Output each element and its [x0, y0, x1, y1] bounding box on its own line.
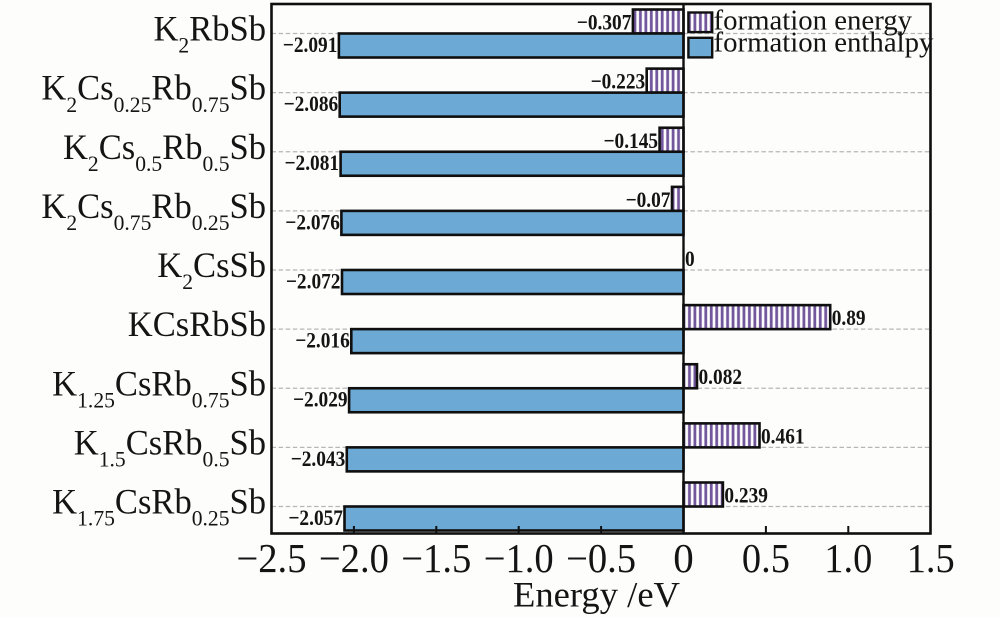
svg-text:formation energy: formation energy	[714, 4, 913, 36]
svg-text:−2.057: −2.057	[288, 507, 343, 530]
svg-text:−1.0: −1.0	[484, 535, 554, 581]
svg-text:−0.145: −0.145	[604, 130, 659, 153]
svg-text:−2.076: −2.076	[285, 211, 340, 234]
svg-text:−2.091: −2.091	[283, 34, 338, 57]
svg-text:−2.029: −2.029	[293, 389, 348, 412]
svg-text:−1.5: −1.5	[401, 535, 471, 581]
svg-text:K2​CsSb: K2​CsSb	[157, 245, 266, 294]
svg-text:0.082: 0.082	[699, 366, 743, 389]
svg-text:−0.307: −0.307	[577, 11, 632, 34]
svg-text:formation enthalpy: formation enthalpy	[714, 27, 935, 59]
svg-text:K2​RbSb: K2​RbSb	[153, 9, 266, 58]
svg-text:K1.25​CsRb0.75​Sb: K1.25​CsRb0.75​Sb	[52, 364, 266, 413]
svg-text:−0.5: −0.5	[566, 535, 636, 581]
svg-text:0.239: 0.239	[724, 484, 768, 507]
svg-text:0: 0	[685, 248, 695, 271]
svg-text:−2.016: −2.016	[295, 329, 350, 352]
svg-text:−0.223: −0.223	[591, 71, 646, 94]
svg-text:−2.0: −2.0	[319, 535, 389, 581]
svg-text:K2​Cs0.5​Rb0.5​Sb: K2​Cs0.5​Rb0.5​Sb	[63, 127, 266, 176]
svg-text:−2.043: −2.043	[291, 448, 346, 471]
svg-text:K2​Cs0.25​Rb0.75​Sb: K2​Cs0.25​Rb0.75​Sb	[41, 68, 266, 117]
svg-text:K1.5​CsRb0.5​Sb: K1.5​CsRb0.5​Sb	[74, 423, 266, 472]
svg-text:−2.072: −2.072	[286, 270, 341, 293]
svg-text:0: 0	[673, 535, 694, 581]
svg-text:1.5: 1.5	[907, 535, 955, 581]
svg-text:0.5: 0.5	[742, 535, 790, 581]
svg-text:−2.5: −2.5	[237, 535, 307, 581]
svg-text:K2​Cs0.75​Rb0.25​Sb: K2​Cs0.75​Rb0.25​Sb	[41, 186, 266, 235]
svg-text:Energy /eV: Energy /eV	[513, 575, 680, 615]
svg-text:1.0: 1.0	[824, 535, 872, 581]
svg-text:0.461: 0.461	[761, 425, 805, 448]
svg-text:K1.75​CsRb0.25​Sb: K1.75​CsRb0.25​Sb	[52, 482, 266, 531]
svg-text:0.89: 0.89	[832, 307, 866, 330]
svg-text:−2.081: −2.081	[285, 152, 340, 175]
svg-text:−0.07: −0.07	[626, 189, 671, 212]
svg-text:−2.086: −2.086	[284, 93, 339, 116]
svg-text:KCsRbSb: KCsRbSb	[128, 304, 266, 344]
